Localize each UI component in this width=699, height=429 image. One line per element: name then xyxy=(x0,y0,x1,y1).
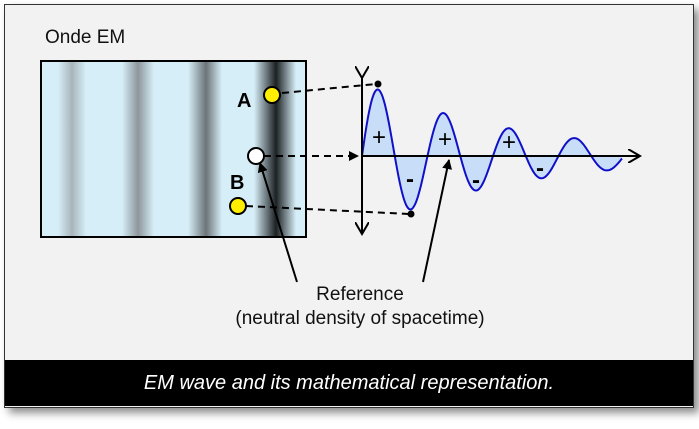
reference-point xyxy=(247,147,265,165)
peak-dot xyxy=(374,80,382,88)
minus-sign: - xyxy=(472,167,480,194)
diagram-title: Onde EM xyxy=(45,27,126,48)
plus-sign: + xyxy=(438,126,452,153)
point-a xyxy=(263,86,281,104)
plus-sign: + xyxy=(372,124,386,151)
reference-arrow-1 xyxy=(257,162,298,283)
point-b-label: B xyxy=(230,172,244,194)
connector-b xyxy=(245,205,410,215)
minus-sign: - xyxy=(536,155,544,182)
trough-dot xyxy=(407,210,415,218)
figure-caption: EM wave and its mathematical representat… xyxy=(5,360,693,406)
reference-arrow-2 xyxy=(422,159,453,283)
plus-sign: + xyxy=(502,129,516,156)
point-a-label: A xyxy=(237,90,251,112)
em-wave-image xyxy=(40,60,307,238)
wave-fill xyxy=(362,89,622,210)
reference-label-line1: Reference xyxy=(316,284,404,305)
point-b xyxy=(229,197,247,215)
wave-line xyxy=(361,88,623,211)
reference-label-line2: (neutral density of spacetime) xyxy=(235,308,485,329)
minus-sign: - xyxy=(406,166,414,193)
reference-label: Reference (neutral density of spacetime) xyxy=(230,283,490,331)
